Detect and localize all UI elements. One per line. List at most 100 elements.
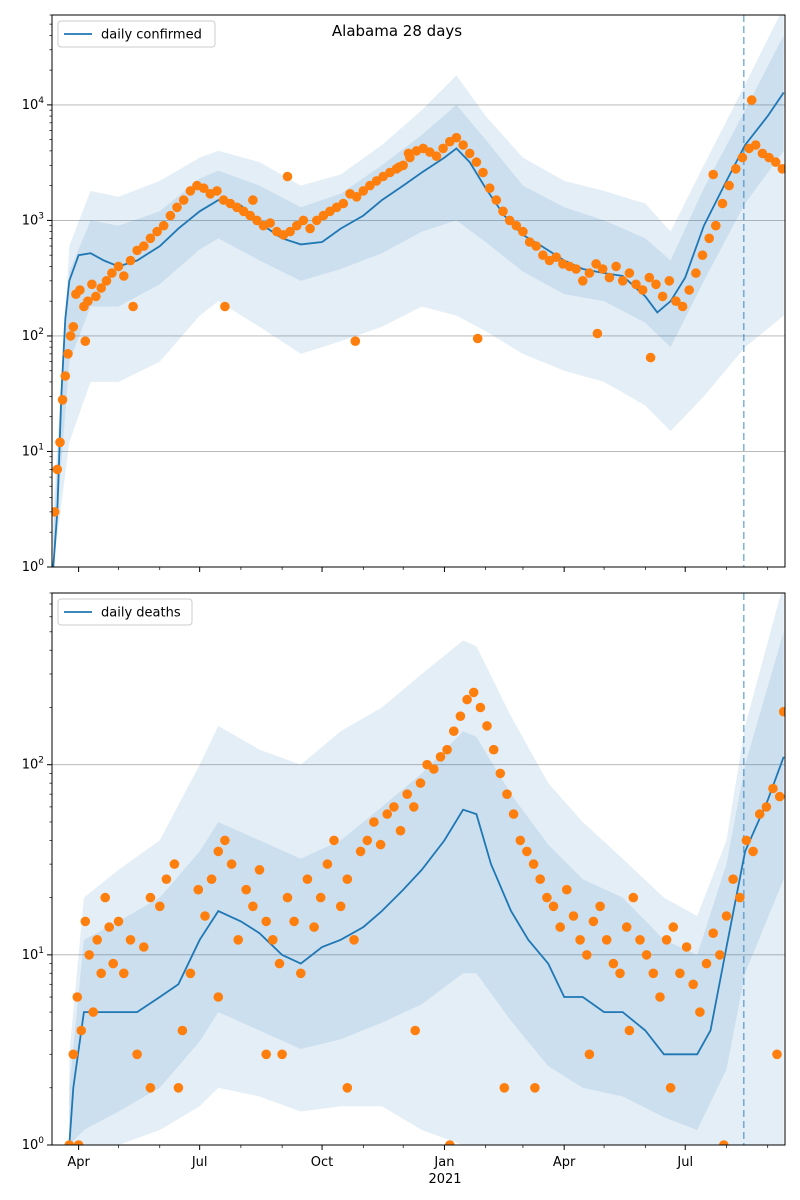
data-point: [748, 846, 758, 857]
data-point: [213, 992, 224, 1002]
data-point: [282, 892, 293, 903]
y-tick-label: 101: [22, 946, 44, 963]
data-point: [309, 922, 319, 932]
data-point: [468, 687, 479, 698]
data-point: [410, 1025, 421, 1036]
data-point: [88, 1007, 98, 1017]
data-point: [624, 268, 635, 278]
data-point: [322, 859, 333, 869]
data-point: [172, 202, 182, 213]
data-point: [449, 726, 459, 736]
plot-area: [64, 593, 785, 1145]
x-tick-label: Jan: [433, 1155, 454, 1170]
data-point: [708, 169, 718, 180]
data-point: [298, 215, 309, 226]
data-point: [302, 874, 313, 884]
data-point: [511, 220, 522, 231]
data-point: [499, 1083, 510, 1093]
data-point: [431, 151, 442, 161]
data-point: [777, 164, 785, 174]
data-point: [735, 892, 745, 903]
confirmed-panel: 100 101 102 103 104 daily confirmed: [22, 14, 786, 575]
data-point: [395, 825, 406, 836]
data-point: [173, 1083, 184, 1093]
data-point: [484, 183, 495, 193]
data-point: [458, 140, 468, 150]
uncertainty-band-outer: [69, 593, 784, 1145]
data-point: [595, 901, 605, 912]
data-point: [185, 968, 196, 979]
data-point: [64, 1140, 75, 1145]
data-point: [104, 922, 114, 932]
data-point: [342, 874, 353, 884]
data-point: [107, 268, 117, 278]
data-point: [429, 764, 439, 774]
data-point: [628, 892, 639, 903]
data-point: [113, 916, 124, 927]
data-point: [68, 322, 79, 332]
data-point: [542, 892, 552, 903]
data-point: [601, 935, 612, 945]
data-point: [604, 272, 615, 283]
data-point: [265, 218, 276, 228]
data-point: [289, 916, 299, 927]
data-point: [578, 276, 588, 286]
data-point: [677, 301, 688, 312]
data-point: [645, 352, 656, 363]
data-point: [471, 157, 482, 167]
axes-frame: [51, 592, 786, 1146]
data-point: [624, 1025, 635, 1036]
data-point: [285, 226, 295, 237]
data-point: [728, 874, 738, 884]
data-point: [770, 157, 781, 167]
data-point: [169, 859, 180, 869]
data-point: [87, 279, 97, 290]
data-point: [655, 992, 665, 1002]
data-point: [478, 167, 488, 178]
data-point: [200, 911, 210, 921]
data-point: [155, 901, 165, 912]
data-point: [495, 768, 506, 779]
data-point: [438, 143, 448, 154]
data-point: [584, 1049, 595, 1060]
data-point: [637, 285, 648, 295]
data-point: [528, 859, 539, 869]
data-point: [261, 916, 272, 927]
data-point: [681, 942, 692, 952]
x-tick-label: Jul: [676, 1155, 693, 1170]
data-point: [562, 884, 572, 895]
data-point: [261, 1049, 272, 1060]
data-point: [84, 950, 94, 960]
data-point: [697, 250, 708, 260]
data-point: [719, 1140, 729, 1145]
data-point: [80, 916, 91, 927]
data-point: [165, 210, 176, 221]
data-point: [737, 152, 748, 163]
data-point: [254, 865, 265, 875]
data-point: [72, 992, 83, 1002]
data-point: [315, 892, 326, 903]
data-point: [206, 874, 217, 884]
data-point: [724, 180, 734, 191]
data-point: [750, 140, 761, 150]
data-point: [548, 901, 559, 912]
data-point: [57, 395, 68, 405]
data-point: [597, 264, 608, 274]
data-point: [615, 968, 625, 979]
data-point: [535, 874, 545, 884]
axes-frame: [51, 14, 786, 568]
data-point: [415, 778, 426, 788]
data-point: [701, 958, 712, 969]
uncertainty-band-outer: [53, 15, 784, 567]
x-tick-label: Oct: [311, 1155, 333, 1170]
data-point: [329, 835, 339, 846]
data-point: [349, 935, 359, 945]
legend: daily confirmed: [57, 20, 216, 48]
data-point: [358, 186, 369, 196]
data-point: [91, 291, 101, 302]
data-point: [575, 935, 585, 945]
data-point: [158, 220, 169, 231]
data-point: [145, 233, 156, 244]
data-point: [704, 233, 714, 244]
